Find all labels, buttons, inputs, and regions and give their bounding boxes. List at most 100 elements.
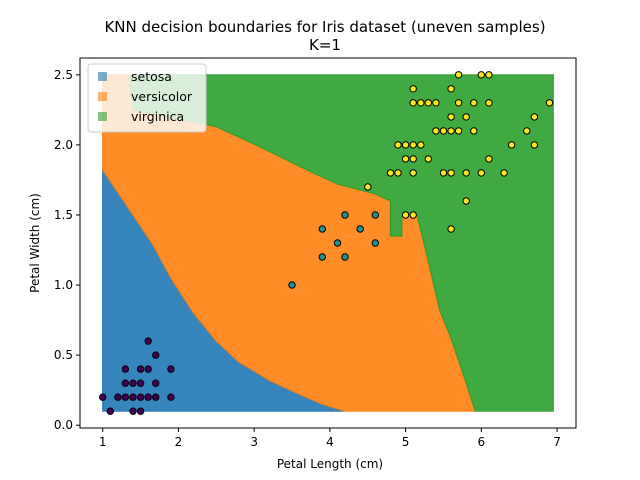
point-virginica (470, 127, 478, 135)
point-versicolor (318, 225, 326, 233)
x-tick-label: 6 (478, 435, 486, 449)
point-setosa (121, 365, 130, 373)
point-setosa (121, 393, 130, 401)
point-virginica (424, 99, 432, 107)
point-virginica (447, 225, 455, 233)
plot-area (79, 57, 577, 429)
point-versicolor (318, 253, 326, 261)
point-virginica (545, 99, 554, 107)
point-setosa (121, 379, 130, 387)
point-virginica (417, 141, 425, 149)
point-virginica (401, 141, 410, 149)
y-tick-label: 2.5 (54, 68, 73, 82)
point-setosa (129, 379, 137, 387)
x-axis-ticks: 1 2 3 4 5 6 7 (99, 428, 561, 449)
point-virginica (401, 211, 410, 219)
point-virginica (523, 127, 531, 135)
point-virginica (447, 127, 455, 135)
y-axis-label: Petal Width (cm) (28, 193, 42, 293)
point-versicolor (333, 239, 342, 247)
point-virginica (394, 141, 402, 149)
point-virginica (409, 99, 417, 107)
point-virginica (485, 155, 493, 163)
x-tick-label: 2 (175, 435, 183, 449)
y-tick-label: 2.0 (54, 138, 73, 152)
point-setosa (114, 393, 122, 401)
point-virginica (507, 141, 516, 149)
point-setosa (152, 351, 160, 359)
point-virginica (432, 127, 440, 135)
legend-box (87, 63, 207, 133)
point-virginica (447, 85, 455, 93)
y-axis-ticks: 0.0 0.5 1.0 1.5 2.0 2.5 (54, 68, 80, 432)
point-versicolor (356, 225, 364, 233)
point-setosa (167, 365, 175, 373)
point-virginica (409, 85, 417, 93)
point-setosa (167, 393, 175, 401)
point-virginica (409, 169, 417, 177)
point-virginica (409, 211, 417, 219)
point-virginica (462, 113, 470, 121)
point-virginica (477, 169, 485, 177)
chart-subtitle: K=1 (309, 36, 341, 54)
point-virginica (424, 155, 432, 163)
region-virginica (128, 74, 554, 412)
point-virginica (439, 169, 448, 177)
point-virginica (447, 113, 455, 121)
point-virginica (462, 169, 470, 177)
point-virginica (439, 127, 448, 135)
point-setosa (136, 379, 145, 387)
point-setosa (144, 365, 152, 373)
point-virginica (454, 71, 463, 79)
point-virginica (394, 169, 402, 177)
legend-label-setosa: setosa (131, 69, 172, 84)
x-tick-label: 5 (402, 435, 410, 449)
axes-frame (79, 57, 577, 429)
legend: setosa versicolor virginica (87, 63, 207, 133)
point-virginica (485, 99, 493, 107)
point-setosa (106, 407, 115, 415)
point-versicolor (341, 253, 349, 261)
point-setosa (136, 393, 145, 401)
x-tick-label: 4 (326, 435, 334, 449)
point-virginica (386, 169, 395, 177)
point-virginica (364, 183, 372, 191)
point-virginica (409, 141, 417, 149)
x-axis-label: Petal Length (cm) (277, 457, 383, 471)
chart-title: KNN decision boundaries for Iris dataset… (104, 18, 545, 36)
legend-swatch-setosa (98, 72, 107, 81)
decision-regions (102, 74, 554, 412)
legend-label-versicolor: versicolor (131, 89, 193, 104)
point-versicolor (371, 239, 379, 247)
point-virginica (530, 141, 539, 149)
point-virginica (530, 113, 539, 121)
point-virginica (454, 99, 463, 107)
data-points (99, 71, 554, 415)
y-tick-label: 1.0 (54, 278, 73, 292)
legend-swatch-versicolor (98, 92, 107, 101)
point-setosa (144, 337, 152, 345)
y-tick-label: 0.5 (54, 348, 73, 362)
point-virginica (477, 71, 485, 79)
point-setosa (136, 407, 145, 415)
point-virginica (470, 99, 478, 107)
point-virginica (409, 155, 417, 163)
point-setosa (144, 393, 152, 401)
x-tick-label: 3 (250, 435, 258, 449)
point-virginica (401, 155, 410, 163)
point-versicolor (341, 211, 349, 219)
point-setosa (129, 407, 137, 415)
x-tick-label: 7 (553, 435, 561, 449)
legend-swatch-virginica (98, 112, 107, 121)
y-tick-label: 0.0 (54, 418, 73, 432)
point-virginica (417, 99, 425, 107)
point-virginica (454, 127, 463, 135)
point-virginica (447, 169, 455, 177)
point-setosa (129, 393, 137, 401)
point-setosa (99, 393, 107, 401)
point-setosa (152, 379, 160, 387)
point-virginica (485, 71, 493, 79)
point-setosa (152, 393, 160, 401)
point-virginica (462, 197, 470, 205)
